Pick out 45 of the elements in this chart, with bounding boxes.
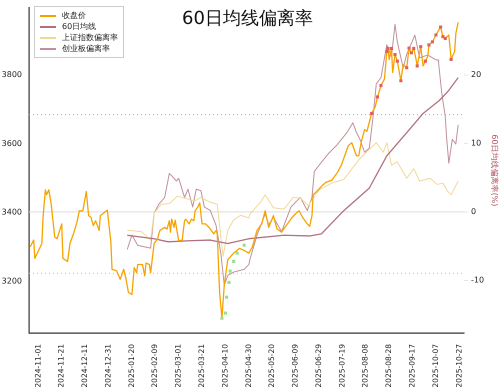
point [390,46,394,50]
point [379,84,383,88]
legend-label: 创业板偏离率 [62,43,110,54]
point [410,51,413,54]
y-tick-label: 3600 [2,138,22,148]
point [427,43,430,47]
y2-tick-label: 20 [471,70,482,79]
point [407,46,411,50]
legend-label: 60日均线 [62,21,96,32]
point [441,35,445,38]
y-tick-label: 3400 [2,208,22,217]
point [424,60,427,63]
point [385,50,388,54]
point [386,46,390,50]
point [434,33,438,37]
y-tick-label: 3800 [2,70,22,79]
point [370,112,374,116]
point [399,79,402,82]
point [225,296,228,299]
legend-label: 上证指数偏离率 [62,32,118,43]
point [416,64,419,68]
chart-title: 60日均线偏离率 [182,8,313,29]
point [228,270,232,273]
point [224,311,228,315]
point [376,95,380,98]
legend-label: 收盘价 [62,10,86,21]
point [412,46,416,50]
point [227,280,231,284]
y2-tick-label: 0 [471,206,476,216]
point [419,45,422,48]
point [220,316,224,320]
y2-tick-label: -10 [471,275,484,284]
y2-tick-label: 10 [471,138,482,148]
point [405,66,408,70]
point [396,60,399,63]
y-tick-label: 3200 [2,276,22,286]
point [450,58,453,61]
point [242,244,246,247]
point [430,40,434,44]
point [439,26,442,29]
point [232,260,236,263]
point [393,53,397,56]
point [236,252,239,255]
point [444,36,447,40]
y2-axis-title: 60日均线偏离率(%) [490,134,500,206]
